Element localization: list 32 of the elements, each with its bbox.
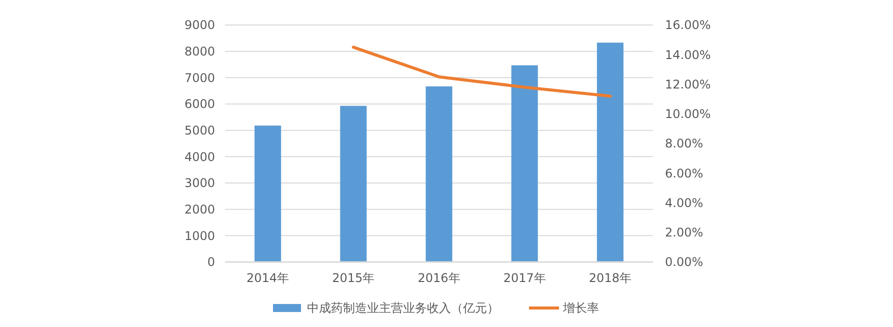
- x-tick-label: 2014年: [246, 271, 290, 285]
- legend-label: 中成药制造业主营业务收入（亿元）: [307, 301, 499, 316]
- y-tick-label: 1000: [184, 228, 215, 243]
- y2-tick-label: 8.00%: [665, 136, 704, 151]
- bar: [340, 106, 367, 262]
- y-tick-label: 4000: [184, 150, 215, 164]
- y-tick-label: 2000: [184, 202, 215, 217]
- y-tick-label: 9000: [184, 18, 215, 32]
- y2-tick-label: 2.00%: [665, 226, 704, 240]
- y2-tick-label: 0.00%: [665, 255, 704, 270]
- y2-tick-label: 10.00%: [665, 107, 711, 122]
- y-tick-label: 7000: [184, 70, 215, 85]
- legend-label: 增长率: [562, 301, 599, 316]
- bar: [511, 65, 538, 262]
- bar: [254, 126, 282, 262]
- bar: [426, 86, 452, 262]
- y-tick-label: 0: [207, 255, 215, 270]
- y-tick-label: 5000: [184, 124, 215, 138]
- y-tick-label: 3000: [184, 176, 215, 190]
- x-tick-label: 2015年: [332, 271, 375, 285]
- y-tick-label: 6000: [184, 97, 215, 112]
- x-tick-label: 2018年: [588, 271, 632, 285]
- y2-tick-label: 6.00%: [665, 166, 704, 180]
- y2-tick-label: 14.00%: [665, 48, 711, 62]
- x-tick-label: 2016年: [418, 271, 460, 285]
- line-series: [352, 46, 612, 98]
- x-tick-label: 2017年: [503, 271, 546, 285]
- y-tick-label: 8000: [184, 44, 215, 59]
- y2-tick-label: 12.00%: [665, 77, 711, 92]
- bar: [596, 42, 624, 262]
- y2-tick-label: 4.00%: [665, 196, 704, 210]
- y2-tick-label: 16.00%: [665, 18, 711, 32]
